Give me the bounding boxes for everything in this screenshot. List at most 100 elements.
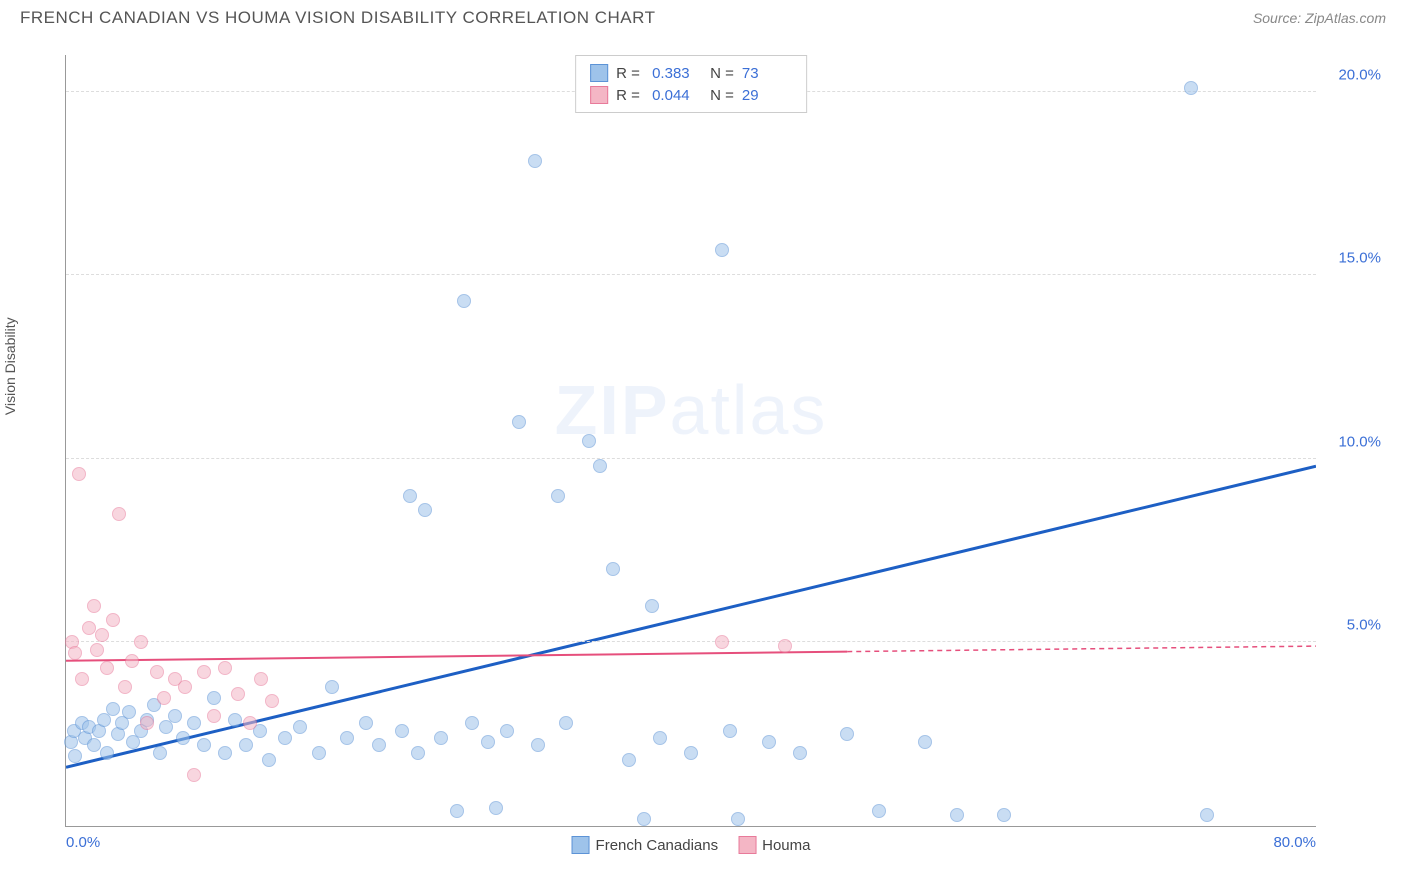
- data-point: [1184, 81, 1198, 95]
- gridline: [66, 458, 1316, 459]
- data-point: [359, 716, 373, 730]
- data-point: [157, 691, 171, 705]
- y-axis-label: Vision Disability: [2, 317, 18, 415]
- data-point: [950, 808, 964, 822]
- legend-row: R = 0.383 N = 73: [590, 62, 792, 84]
- legend-label: Houma: [762, 837, 810, 854]
- data-point: [265, 694, 279, 708]
- data-point: [254, 672, 268, 686]
- data-point: [340, 731, 354, 745]
- stat-label: R =: [616, 87, 644, 104]
- data-point: [457, 294, 471, 308]
- n-value: 73: [742, 65, 792, 82]
- data-point: [207, 709, 221, 723]
- data-point: [528, 154, 542, 168]
- correlation-legend: R = 0.383 N = 73 R = 0.044 N = 29: [575, 55, 807, 113]
- data-point: [95, 628, 109, 642]
- data-point: [168, 709, 182, 723]
- data-point: [122, 705, 136, 719]
- data-point: [87, 599, 101, 613]
- data-point: [100, 661, 114, 675]
- data-point: [372, 738, 386, 752]
- data-point: [97, 713, 111, 727]
- data-point: [243, 716, 257, 730]
- data-point: [593, 459, 607, 473]
- data-point: [918, 735, 932, 749]
- data-point: [411, 746, 425, 760]
- data-point: [218, 746, 232, 760]
- data-point: [731, 812, 745, 826]
- data-point: [293, 720, 307, 734]
- data-point: [68, 749, 82, 763]
- swatch-icon: [738, 836, 756, 854]
- data-point: [278, 731, 292, 745]
- data-point: [140, 716, 154, 730]
- data-point: [606, 562, 620, 576]
- y-tick-label: 15.0%: [1338, 250, 1381, 267]
- data-point: [450, 804, 464, 818]
- data-point: [489, 801, 503, 815]
- data-point: [159, 720, 173, 734]
- data-point: [684, 746, 698, 760]
- data-point: [418, 503, 432, 517]
- data-point: [531, 738, 545, 752]
- legend-item: Houma: [738, 836, 810, 854]
- data-point: [512, 415, 526, 429]
- swatch-icon: [590, 86, 608, 104]
- data-point: [176, 731, 190, 745]
- data-point: [723, 724, 737, 738]
- r-value: 0.383: [652, 65, 702, 82]
- data-point: [207, 691, 221, 705]
- data-point: [872, 804, 886, 818]
- data-point: [559, 716, 573, 730]
- chart-title: FRENCH CANADIAN VS HOUMA VISION DISABILI…: [20, 8, 656, 28]
- data-point: [465, 716, 479, 730]
- data-point: [262, 753, 276, 767]
- series-legend: French Canadians Houma: [572, 836, 811, 854]
- x-tick-label: 0.0%: [66, 834, 100, 851]
- data-point: [118, 680, 132, 694]
- gridline: [66, 641, 1316, 642]
- legend-label: French Canadians: [596, 837, 719, 854]
- data-point: [395, 724, 409, 738]
- y-tick-label: 20.0%: [1338, 66, 1381, 83]
- data-point: [106, 702, 120, 716]
- data-point: [762, 735, 776, 749]
- gridline: [66, 274, 1316, 275]
- legend-row: R = 0.044 N = 29: [590, 84, 792, 106]
- data-point: [187, 716, 201, 730]
- data-point: [239, 738, 253, 752]
- data-point: [187, 768, 201, 782]
- data-point: [100, 746, 114, 760]
- data-point: [72, 467, 86, 481]
- data-point: [228, 713, 242, 727]
- data-point: [622, 753, 636, 767]
- data-point: [551, 489, 565, 503]
- chart-source: Source: ZipAtlas.com: [1253, 10, 1386, 26]
- data-point: [312, 746, 326, 760]
- stat-label: N =: [710, 65, 734, 82]
- data-point: [90, 643, 104, 657]
- data-point: [218, 661, 232, 675]
- data-point: [645, 599, 659, 613]
- data-point: [75, 672, 89, 686]
- legend-item: French Canadians: [572, 836, 719, 854]
- data-point: [778, 639, 792, 653]
- r-value: 0.044: [652, 87, 702, 104]
- data-point: [500, 724, 514, 738]
- data-point: [68, 646, 82, 660]
- data-point: [134, 635, 148, 649]
- stat-label: R =: [616, 65, 644, 82]
- data-point: [481, 735, 495, 749]
- x-tick-label: 80.0%: [1273, 834, 1316, 851]
- data-point: [715, 243, 729, 257]
- data-point: [197, 665, 211, 679]
- data-point: [653, 731, 667, 745]
- trend-lines: [66, 55, 1316, 826]
- data-point: [106, 613, 120, 627]
- plot-region: ZIPatlas R = 0.383 N = 73 R = 0.044 N = …: [65, 55, 1316, 827]
- data-point: [840, 727, 854, 741]
- data-point: [125, 654, 139, 668]
- n-value: 29: [742, 87, 792, 104]
- chart-header: FRENCH CANADIAN VS HOUMA VISION DISABILI…: [0, 0, 1406, 28]
